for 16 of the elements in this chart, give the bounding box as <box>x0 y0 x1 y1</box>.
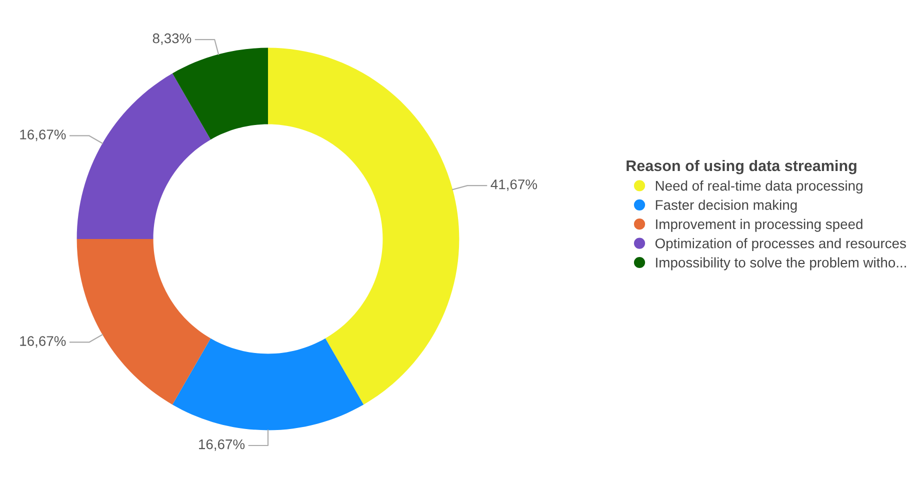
legend-title: Reason of using data streaming <box>626 160 856 174</box>
data-label: 16,67% <box>20 130 66 142</box>
data-label: 16,67% <box>20 336 66 348</box>
legend-label: Impossibility to solve the problem witho... <box>656 257 906 270</box>
legend-label: Need of real-time data processing <box>656 180 862 194</box>
data-label: 16,67% <box>199 439 245 451</box>
legend-label: Faster decision making <box>656 200 797 213</box>
donut-slice <box>268 48 460 405</box>
data-label: 41,67% <box>490 179 538 191</box>
donut-slice <box>172 338 364 430</box>
donut-slice <box>172 48 268 140</box>
donut-slice <box>76 238 211 405</box>
data-label: 8,33% <box>152 33 192 45</box>
donut-slice <box>76 73 211 239</box>
legend-label: Improvement in processing speed <box>656 218 862 232</box>
legend-label: Optimization of processes and resources <box>655 238 906 252</box>
